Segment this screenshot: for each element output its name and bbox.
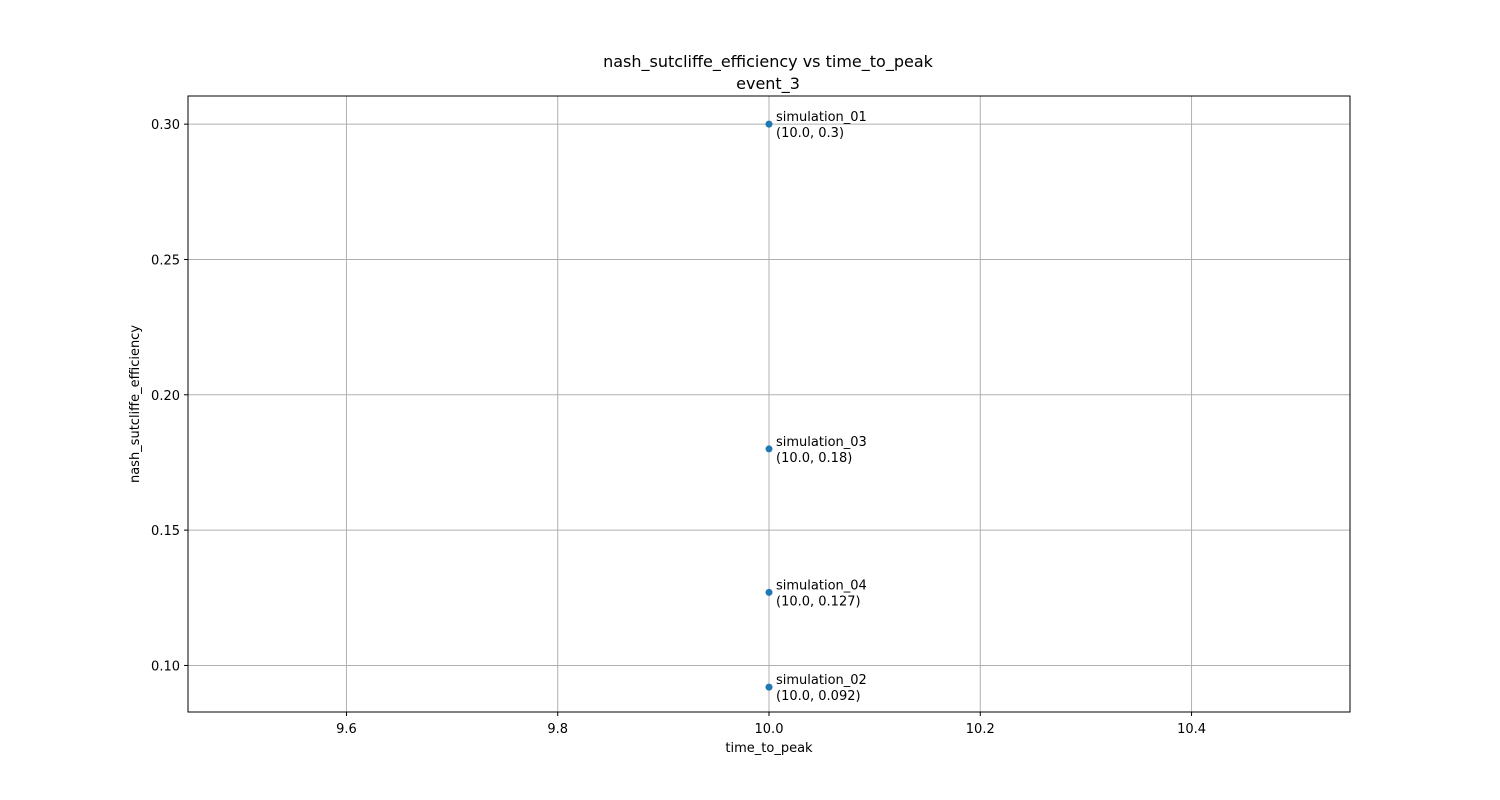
data-point-simulation_03 — [765, 445, 773, 453]
x-tick-label: 9.6 — [336, 722, 357, 737]
point-coordinate-label: (10.0, 0.18) — [776, 451, 852, 466]
data-point-simulation_02 — [765, 683, 773, 691]
x-tick-label: 10.4 — [1177, 722, 1206, 737]
chart-title: nash_sutcliffe_efficiency vs time_to_pea… — [603, 52, 934, 72]
x-tick-label: 10.2 — [966, 722, 995, 737]
point-layer: simulation_01(10.0, 0.3)simulation_03(10… — [765, 110, 867, 704]
y-tick-label: 0.15 — [151, 524, 180, 539]
tick-layer: 9.6 9.8 10.0 10.2 10.4 0.10 0.15 0.20 0.25 0.30 — [151, 118, 1206, 737]
x-tick-label: 9.8 — [547, 722, 568, 737]
y-tick-label: 0.25 — [151, 253, 180, 268]
point-name-label: simulation_02 — [776, 673, 867, 688]
point-coordinate-label: (10.0, 0.3) — [776, 126, 844, 141]
data-point-simulation_04 — [765, 588, 773, 596]
x-tick-label: 10.0 — [755, 722, 784, 737]
y-axis-label: nash_sutcliffe_efficiency — [128, 325, 143, 483]
x-axis-label: time_to_peak — [725, 741, 813, 756]
plot-frame — [187, 95, 1351, 713]
grid-layer — [188, 96, 1350, 712]
point-name-label: simulation_01 — [776, 110, 867, 125]
y-tick-label: 0.30 — [151, 118, 180, 133]
point-coordinate-label: (10.0, 0.127) — [776, 594, 861, 609]
point-coordinate-label: (10.0, 0.092) — [776, 689, 861, 704]
point-name-label: simulation_03 — [776, 435, 867, 450]
y-tick-label: 0.20 — [151, 389, 180, 404]
point-name-label: simulation_04 — [776, 578, 867, 593]
y-tick-label: 0.10 — [151, 659, 180, 674]
chart-subtitle: event_3 — [736, 74, 800, 94]
data-point-simulation_01 — [765, 120, 773, 128]
